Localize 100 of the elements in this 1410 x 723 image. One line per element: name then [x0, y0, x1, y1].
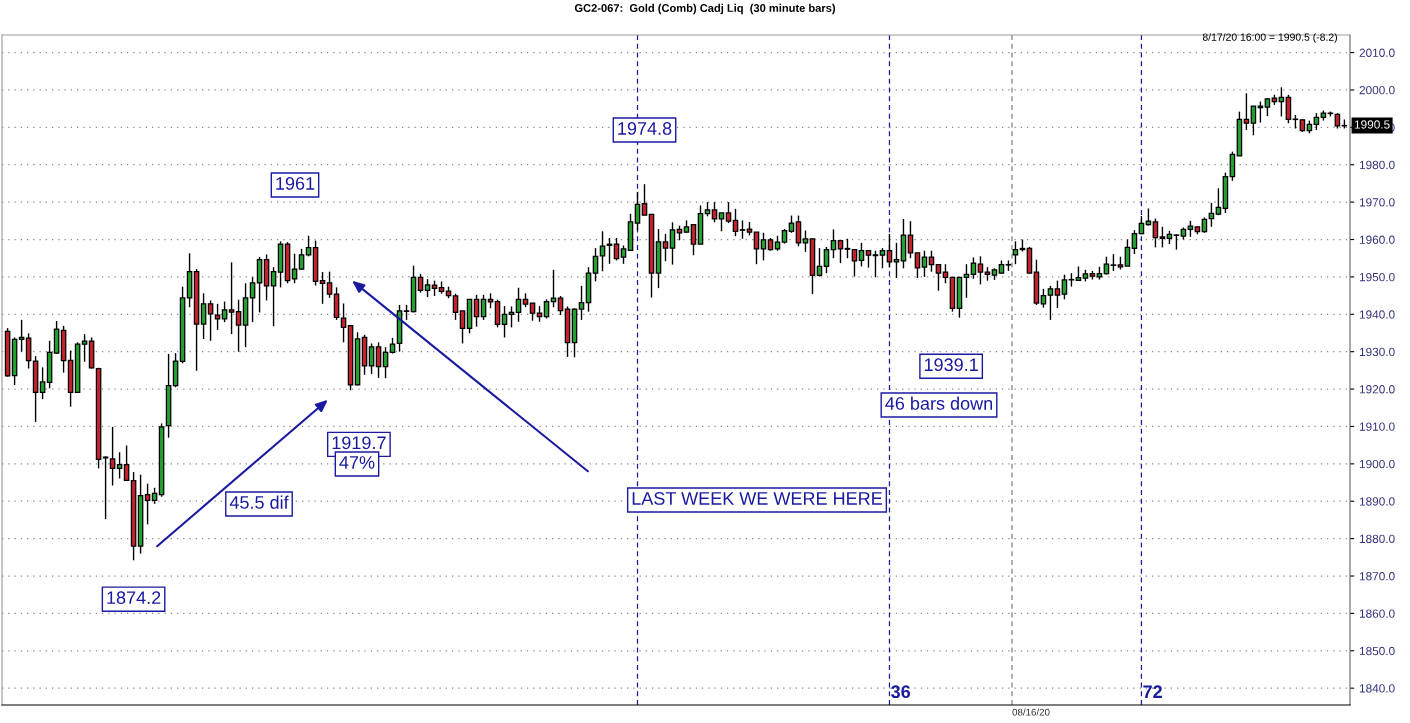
candlestick — [935, 263, 942, 292]
candlestick — [914, 252, 921, 279]
candlestick — [116, 451, 123, 480]
candlestick — [921, 250, 928, 278]
text: 08/16/20 — [1012, 708, 1050, 716]
candlestick — [970, 256, 977, 280]
candlestick — [844, 238, 851, 259]
y-tick-label: 1950.0 — [1359, 272, 1395, 282]
candlestick — [634, 191, 641, 231]
candlestick — [753, 231, 760, 265]
y-tick-label: 1970.0 — [1359, 198, 1395, 207]
candlestick — [1159, 226, 1166, 249]
candlestick — [711, 201, 718, 224]
chart-title: GC2-067: Gold (Comb) Cadj Liq (30 minute bars) — [574, 3, 836, 15]
candlestick — [53, 320, 60, 355]
annotation: 1874.2 — [107, 591, 161, 605]
y-tick-label: 1890.0 — [1359, 497, 1395, 506]
candlestick — [1124, 238, 1131, 267]
candlestick — [207, 299, 214, 342]
candlestick — [1152, 217, 1159, 249]
annotation: 47% — [339, 456, 375, 469]
candlestick — [508, 305, 515, 329]
candlestick — [39, 366, 46, 400]
candlestick — [578, 285, 585, 321]
candlestick — [592, 247, 599, 283]
y-tick-label: 1870.0 — [1359, 572, 1395, 581]
candlestick — [977, 255, 984, 286]
candlestick — [123, 444, 130, 481]
candlestick — [543, 298, 550, 320]
candlestick — [641, 183, 648, 216]
candlestick — [872, 250, 879, 278]
y-tick-label: 1930.0 — [1359, 347, 1395, 357]
candlestick — [291, 253, 298, 284]
candlestick — [837, 239, 844, 264]
y-tick-label: 1860.0 — [1359, 609, 1395, 618]
candlestick — [459, 310, 466, 345]
candlestick — [893, 242, 900, 279]
candlestick — [669, 221, 676, 266]
candlestick — [249, 276, 256, 323]
candlestick — [886, 233, 893, 268]
y-tick-label: 1960.0 — [1359, 235, 1395, 244]
candlestick — [1243, 92, 1250, 131]
candlestick — [340, 302, 347, 344]
candlestick — [879, 247, 886, 269]
candlestick — [494, 299, 501, 329]
y-tick-label: 1910.0 — [1359, 422, 1395, 431]
candlestick — [326, 270, 333, 299]
y-tick-label: 1980.0 — [1359, 160, 1395, 170]
candlestick — [1054, 279, 1061, 309]
ref-line-label: 36 — [891, 685, 911, 699]
candlestick — [228, 261, 235, 335]
annotation: 1974.8 — [618, 122, 672, 135]
candlestick — [333, 286, 340, 321]
candlestick — [662, 233, 669, 262]
annotation: 1939.1 — [924, 358, 978, 372]
candlestick — [907, 220, 914, 259]
candlestick — [256, 256, 263, 314]
candlestick — [452, 293, 459, 321]
candlestick — [858, 242, 865, 268]
candlestick — [725, 201, 732, 224]
candlestick — [1215, 187, 1222, 216]
candlestick — [214, 303, 221, 331]
y-tick-label: 1840.0 — [1359, 684, 1395, 693]
candlestick — [235, 299, 242, 353]
candlestick — [963, 263, 970, 299]
candlestick — [732, 208, 739, 237]
y-tick-label: 1850.0 — [1359, 646, 1395, 656]
candlestick — [802, 229, 809, 253]
y-tick-label: 1880.0 — [1359, 534, 1395, 544]
candlestick — [1257, 100, 1264, 124]
candlestick — [823, 246, 830, 274]
candlestick — [928, 250, 935, 273]
candlestick — [144, 482, 151, 526]
candlestick — [606, 237, 613, 265]
candlestick — [102, 455, 109, 520]
candlestick — [109, 426, 116, 487]
candlestick — [620, 244, 627, 265]
annotation: 45.5 dif — [229, 495, 289, 509]
annotation: 1990.5 — [1354, 120, 1390, 129]
candlestick — [375, 341, 382, 379]
candlestick — [270, 266, 277, 327]
candlestick — [1131, 229, 1138, 255]
candlestick — [942, 263, 949, 284]
candlestick — [368, 342, 375, 375]
candlestick — [613, 237, 620, 262]
candlestick — [298, 248, 305, 271]
candlestick — [81, 333, 88, 363]
candlestick — [760, 232, 767, 262]
y-tick-label: 2010.0 — [1359, 48, 1395, 57]
annotation: LAST WEEK WE WERE HERE — [632, 492, 882, 505]
y-tick-label: 1900.0 — [1359, 459, 1395, 469]
candlestick — [1047, 285, 1054, 321]
candlestick — [1061, 273, 1068, 301]
y-tick-label: 1920.0 — [1359, 385, 1395, 394]
candlestick — [18, 319, 25, 353]
annotation: 1961 — [276, 177, 315, 190]
candlestick — [718, 212, 725, 232]
y-tick-label: 2000.0 — [1359, 86, 1395, 95]
candlestick — [739, 219, 746, 240]
ref-line-label: 72 — [1143, 685, 1162, 698]
